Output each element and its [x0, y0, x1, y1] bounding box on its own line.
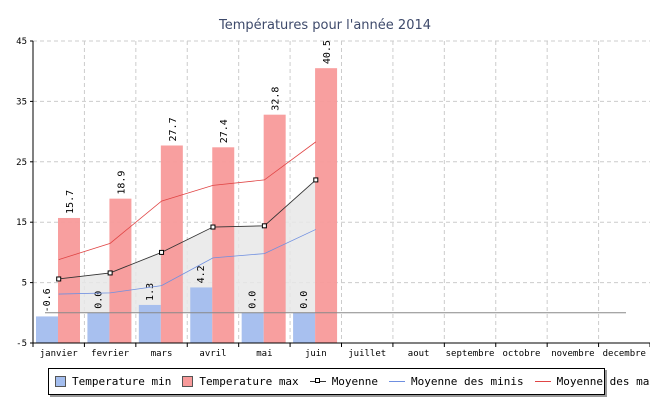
data-label-temp-min: 4.2 [196, 265, 207, 283]
y-tick-label: 45 [16, 37, 27, 47]
legend-label-temp-max: Temperature max [199, 375, 299, 388]
x-tick-label: decembre [603, 349, 646, 359]
bar-temp-max [263, 114, 286, 343]
y-tick-label: 15 [16, 218, 27, 228]
x-tick-label: aout [408, 349, 430, 359]
chart-title: Températures pour l'année 2014 [218, 18, 431, 33]
line-moyenne [58, 179, 317, 280]
legend-item-moyenne: Moyenne [309, 375, 379, 388]
legend-swatch-temp-min [55, 376, 66, 387]
marker-moyenne [107, 270, 113, 276]
legend-label-moyenne-maxis: Moyenne des maxis [556, 375, 650, 388]
line-moyenne-minis [58, 229, 316, 295]
bar-temp-min [190, 287, 213, 343]
chart-canvas: Températures pour l'année 2014 -5 5 15 25 35 4… [16, 18, 650, 359]
x-tick-label: octobre [502, 349, 540, 359]
data-label-temp-max: 40.5 [322, 40, 333, 64]
data-label-temp-min: 0.0 [248, 291, 259, 309]
x-tick-label: avril [199, 349, 226, 359]
data-label-temp-max: 27.4 [219, 119, 230, 143]
x-tick-label: mai [256, 349, 272, 359]
legend-swatch-temp-max [182, 376, 194, 387]
bar-temp-max [58, 217, 80, 343]
data-label-temp-max: 15.7 [65, 190, 76, 214]
marker-moyenne [159, 249, 165, 255]
marker-moyenne [56, 276, 62, 282]
legend-label-moyenne: Moyenne [331, 375, 379, 388]
x-tick-label: mars [151, 349, 173, 359]
legend-swatch-moyenne-minis [389, 376, 406, 387]
legend-label-temp-min: Temperature min [72, 375, 172, 388]
data-label-temp-min: -0.6 [42, 288, 53, 312]
marker-moyenne [261, 223, 267, 229]
data-label-temp-max: 18.9 [116, 171, 127, 195]
bar-temp-min [87, 312, 110, 343]
data-label-temp-max: 27.7 [168, 117, 179, 141]
marker-moyenne [313, 177, 319, 183]
legend-item-moyenne-minis: Moyenne des minis [389, 375, 524, 388]
y-tick-label: 25 [16, 158, 27, 168]
bar-temp-max [109, 198, 132, 343]
x-tick-label: fevrier [91, 349, 130, 359]
y-tick-label: 5 [22, 279, 27, 289]
line-moyenne-maxis [58, 141, 317, 261]
marker-moyenne [210, 224, 216, 230]
bar-temp-min [241, 312, 264, 343]
data-label-temp-min: 0.0 [299, 291, 310, 309]
x-tick-label: janvier [40, 349, 79, 359]
bar-temp-min [293, 312, 316, 343]
legend-swatch-moyenne-maxis [534, 376, 551, 387]
chart-legend: Temperature min Temperature max Moyenne … [48, 368, 650, 395]
y-tick-label: 35 [16, 97, 27, 107]
legend-label-moyenne-minis: Moyenne des minis [411, 375, 524, 388]
bar-temp-min [36, 316, 58, 343]
x-tick-label: juin [305, 349, 327, 359]
data-label-temp-max: 32.8 [271, 87, 282, 111]
legend-item-temp-min: Temperature min [55, 375, 171, 388]
bar-temp-max [160, 145, 183, 343]
legend-swatch-moyenne [309, 376, 326, 387]
x-tick-label: septembre [446, 349, 495, 359]
bar-temp-max [212, 147, 235, 343]
legend-item-temp-max: Temperature max [182, 375, 299, 388]
bar-temp-max [315, 68, 338, 344]
x-tick-label: novembre [551, 349, 594, 359]
bar-temp-min [138, 304, 161, 343]
y-tick-label: -5 [16, 339, 27, 349]
x-tick-label: juillet [348, 349, 386, 359]
data-label-temp-min: 1.3 [145, 283, 156, 301]
legend-item-moyenne-maxis: Moyenne des maxis [534, 375, 650, 388]
data-label-temp-min: 0.0 [93, 291, 104, 309]
